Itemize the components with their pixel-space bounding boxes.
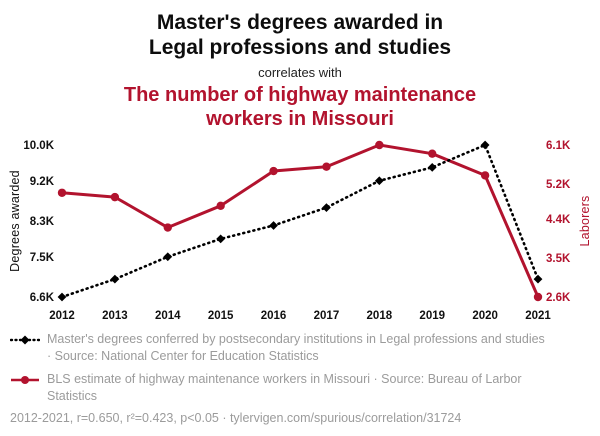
- black-series-marker-icon: [10, 335, 40, 345]
- left-axis-tick-label: 9.2K: [30, 176, 55, 188]
- red-series-point: [428, 149, 437, 159]
- x-axis-tick-label: 2015: [208, 310, 234, 322]
- x-axis-tick-label: 2013: [102, 310, 128, 322]
- x-axis-tick-label: 2021: [525, 310, 551, 322]
- primary-title-line1: Master's degrees awarded in: [156, 11, 444, 34]
- black-series-point: [533, 275, 543, 284]
- legend-item-laborers: BLS estimate of highway maintenance work…: [10, 371, 590, 405]
- secondary-title: The number of highway maintenance worker…: [0, 83, 600, 131]
- red-series-point: [163, 223, 172, 233]
- right-axis-tick-label: 5.2K: [546, 179, 571, 191]
- chart-area: 10.0K 9.2K 8.3K 7.5K 6.6K 6.1K 5.2K 4.4K 3.5K 2.6…: [0, 133, 600, 325]
- x-axis-tick-label: 2014: [155, 310, 181, 322]
- red-series-point: [375, 141, 384, 150]
- right-axis-label: Laborers: [578, 195, 592, 247]
- red-series-point: [216, 201, 225, 211]
- secondary-title-line1: The number of highway maintenance: [123, 84, 477, 107]
- x-axis-tick-label: 2017: [314, 310, 340, 322]
- red-series-point: [110, 193, 120, 202]
- x-axis-tick-label: 2019: [419, 310, 445, 322]
- red-series-point: [269, 167, 278, 176]
- black-series-point: [322, 203, 331, 213]
- legend-item-degrees-text: Master's degrees conferred by postsecond…: [47, 332, 545, 364]
- legend-item-laborers-text: BLS estimate of highway maintenance work…: [47, 372, 522, 403]
- chart-header: Master's degrees awarded in Legal profes…: [0, 0, 600, 131]
- legend: Master's degrees conferred by postsecond…: [10, 331, 590, 405]
- secondary-title-line2: workers in Missouri: [206, 108, 394, 131]
- x-axis-tick-label: 2020: [472, 310, 498, 322]
- red-series-point: [57, 188, 67, 198]
- correlates-with-label: correlates with: [258, 65, 342, 81]
- black-series-line: [60, 143, 540, 299]
- x-axis-tick-label: 2016: [261, 310, 287, 322]
- x-axis-tick-label: 2018: [367, 310, 393, 322]
- footer-stats: 2012-2021, r=0.650, r²=0.423, p<0.05 · t…: [10, 410, 462, 425]
- left-axis-tick-label: 6.6K: [30, 292, 55, 304]
- red-series-line: [61, 143, 540, 298]
- right-axis-tick-label: 4.4K: [546, 214, 571, 226]
- black-series-point: [374, 176, 384, 186]
- left-axis-tick-label: 8.3K: [30, 216, 55, 228]
- left-axis-tick-label: 7.5K: [30, 252, 55, 264]
- primary-title-line2: Legal professions and studies: [148, 36, 452, 60]
- primary-title: Master's degrees awarded in Legal profes…: [0, 10, 600, 60]
- black-series-point: [163, 252, 173, 262]
- right-axis-tick-label: 2.6K: [546, 292, 571, 304]
- red-series-point: [480, 171, 490, 180]
- red-series-point: [322, 162, 331, 172]
- black-series-point: [216, 234, 226, 244]
- red-series-point: [533, 293, 543, 302]
- black-series-point: [57, 292, 67, 302]
- left-axis-label: Degrees awarded: [8, 170, 22, 273]
- right-axis-tick-label: 3.5K: [546, 253, 571, 265]
- right-axis-tick-label: 6.1K: [546, 140, 571, 152]
- chart-canvas: 10.0K 9.2K 8.3K 7.5K 6.6K 6.1K 5.2K 4.4K 3.5K 2.6…: [23, 140, 571, 322]
- left-axis-tick-label: 10.0K: [23, 140, 54, 152]
- black-series-point: [110, 275, 120, 284]
- black-series-point: [480, 140, 490, 150]
- black-series-point: [427, 163, 437, 173]
- red-series-marker-icon: [11, 376, 39, 385]
- x-axis-tick-label: 2012: [49, 310, 75, 322]
- black-series-point: [269, 221, 278, 231]
- legend-item-degrees: Master's degrees conferred by postsecond…: [10, 331, 590, 365]
